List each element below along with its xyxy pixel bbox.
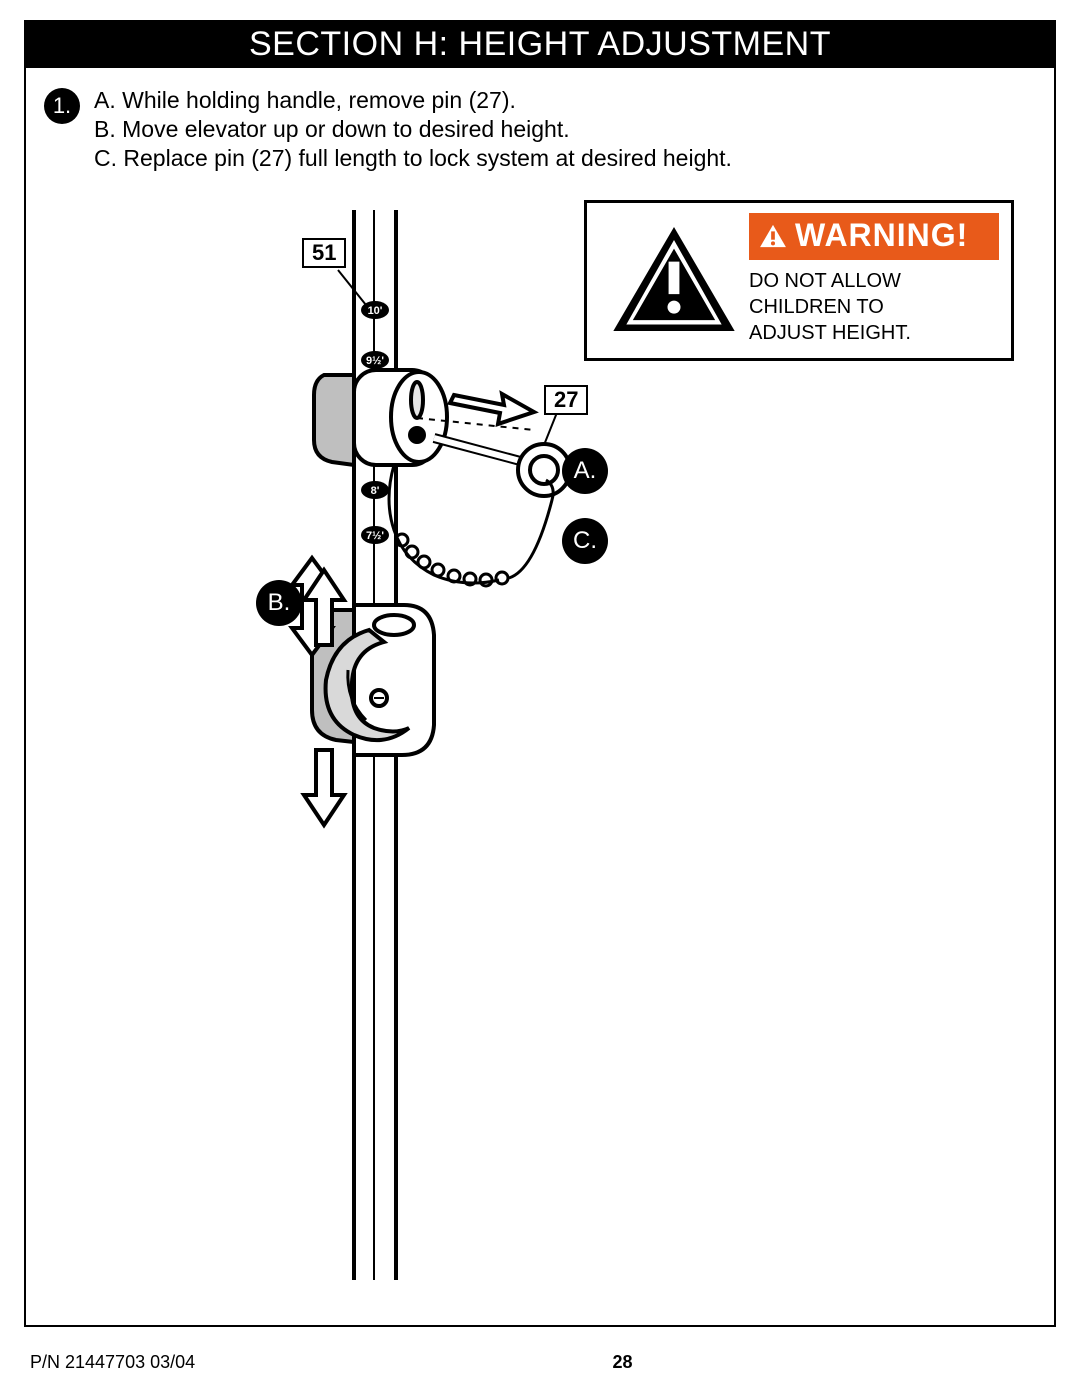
warning-banner-icon [759,224,787,248]
step-label-b: B. [256,580,302,626]
footer: P/N 21447703 03/04 28 [30,1352,1050,1373]
step-label-a: A. [562,448,608,494]
warning-box: WARNING! DO NOT ALLOW CHILDREN TO ADJUST… [584,200,1014,361]
callout-27: 27 [544,385,588,415]
svg-text:8': 8' [371,485,380,497]
svg-text:9½': 9½' [366,355,384,367]
warning-text-l2: CHILDREN TO [749,296,884,318]
step-instructions: A. While holding handle, remove pin (27)… [94,86,732,172]
warning-banner-text: WARNING! [795,217,968,254]
warning-text: DO NOT ALLOW CHILDREN TO ADJUST HEIGHT. [749,268,999,346]
callout-51: 51 [302,238,346,268]
page: SECTION H: HEIGHT ADJUSTMENT 1. A. While… [0,0,1080,1397]
step-block: 1. A. While holding handle, remove pin (… [44,86,1036,172]
footer-part-number: P/N 21447703 03/04 [30,1352,195,1373]
svg-text:7½': 7½' [366,530,384,542]
warning-text-l3: ADJUST HEIGHT. [749,322,911,344]
step-line-a: A. While holding handle, remove pin (27)… [94,86,732,115]
warning-triangle-icon [609,222,739,337]
svg-text:10': 10' [368,305,383,317]
warning-text-l1: DO NOT ALLOW [749,270,901,292]
step-line-c: C. Replace pin (27) full length to lock … [94,144,732,173]
step-number-badge: 1. [44,88,80,124]
step-line-b: B. Move elevator up or down to desired h… [94,115,732,144]
section-header: SECTION H: HEIGHT ADJUSTMENT [24,20,1056,68]
step-label-c: C. [562,518,608,564]
warning-banner: WARNING! [749,213,999,260]
warning-triangle [599,213,749,346]
diagram: 10' 9½' 8½' 8' 7½' [24,180,1056,1327]
